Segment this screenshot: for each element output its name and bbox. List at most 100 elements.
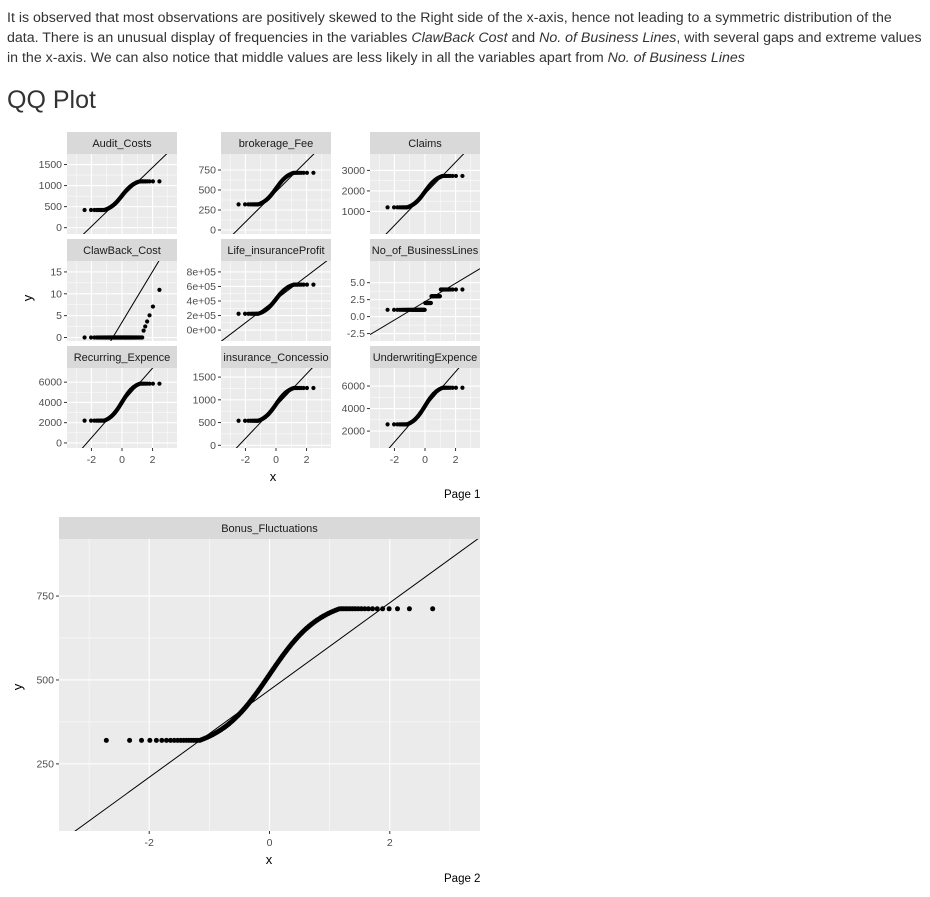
facet-strip <box>67 132 177 154</box>
y-tick-label: 1000 <box>342 206 366 218</box>
y-tick-label: 10 <box>50 288 62 300</box>
qq-point <box>386 606 392 612</box>
y-tick-label: 0 <box>210 440 216 452</box>
qq-point <box>103 737 109 743</box>
y-tick-label: 6000 <box>342 381 366 393</box>
qq-point <box>460 385 465 390</box>
qq-point <box>406 606 412 612</box>
y-tick-label: 750 <box>36 591 54 603</box>
qq-point <box>147 179 152 184</box>
facet-strip-label: Life_insuranceProfit <box>227 245 324 257</box>
intro-em-business-lines-2: No. of Business Lines <box>607 50 745 66</box>
qq-point <box>428 300 433 306</box>
y-axis-title: y <box>20 294 35 301</box>
x-tick-label: 0 <box>119 454 125 466</box>
y-tick-label: 4000 <box>39 397 63 409</box>
y-tick-label: 6e+05 <box>187 281 217 293</box>
y-tick-label: 500 <box>36 674 54 686</box>
qq-point <box>147 381 152 386</box>
x-tick-label: -2 <box>145 837 154 849</box>
qq-point <box>141 328 146 333</box>
facet-strip-label: No_of_BusinessLines <box>372 245 479 257</box>
qq-point <box>153 737 159 743</box>
y-tick-label: 8e+05 <box>187 266 217 278</box>
facet-strip-label: Audit_Costs <box>92 138 152 150</box>
facet-strip <box>221 132 331 154</box>
y-tick-label: 250 <box>198 205 216 217</box>
qq-point <box>139 737 145 743</box>
qq-point <box>453 287 459 292</box>
facet-strip <box>221 346 331 368</box>
qq-points <box>385 287 465 312</box>
qq-point <box>157 381 162 386</box>
qq-point <box>159 737 165 743</box>
qq-point <box>150 304 156 309</box>
qq-point <box>391 205 397 210</box>
qq-points <box>82 179 162 213</box>
qq-point <box>453 385 459 390</box>
facet-strip-label: Claims <box>408 138 442 150</box>
facet-panel-4: 0e+00 2e+05 4e+05 6e+05 8e+05 <box>187 261 331 341</box>
facet-strip <box>370 132 480 154</box>
y-tick-label: 2.5 <box>350 294 365 306</box>
qq-point <box>242 418 248 423</box>
y-tick-label: 1000 <box>193 394 217 406</box>
qq-point <box>380 606 386 612</box>
intro-em-clawback: ClawBack Cost <box>411 30 508 46</box>
y-tick-label: 0 <box>210 225 216 237</box>
section-title: QQ Plot <box>7 86 96 114</box>
facet-strip <box>67 239 177 261</box>
x-tick-label: 0 <box>422 454 428 466</box>
qq-point <box>88 335 94 340</box>
qq-point <box>82 335 87 340</box>
qq-points <box>385 385 465 427</box>
intro-text-1: It is observed that most observations ar… <box>7 10 892 46</box>
x-tick-label: -2 <box>390 454 399 466</box>
qq-points <box>236 282 316 316</box>
y-tick-label: 0e+00 <box>187 325 217 337</box>
y-tick-label: 500 <box>198 417 216 429</box>
qq-points <box>103 606 436 743</box>
qq-point <box>147 737 153 743</box>
qq-point <box>430 606 436 612</box>
qq-point <box>453 173 459 179</box>
x-tick-label: 0 <box>273 454 279 466</box>
y-tick-label: 2000 <box>342 426 366 438</box>
facet-strip <box>67 346 177 368</box>
facet-panel-8: 2000 4000 6000 -2 0 2 <box>342 368 480 466</box>
y-tick-label: 250 <box>36 758 54 770</box>
qq-point <box>140 335 145 340</box>
qq-point <box>236 311 241 316</box>
qq-points <box>236 170 316 207</box>
x-tick-label: 0 <box>267 837 273 849</box>
qq-point <box>450 173 455 179</box>
qq-point <box>385 422 390 427</box>
facet-strip-label: Recurring_Expence <box>74 352 171 364</box>
qq-point <box>385 307 390 312</box>
qq-point <box>163 737 169 743</box>
facet-strip-label: Bonus_Fluctuations <box>221 523 318 535</box>
qq-reference-line <box>74 539 479 831</box>
qq-facet-chart: Audit_Costs050010001500brokerage_Fee0250… <box>20 132 480 484</box>
qq-point <box>304 282 310 287</box>
qq-point <box>304 385 310 391</box>
qq-point <box>236 418 241 423</box>
page-1-label: Page 1 <box>444 489 481 501</box>
y-tick-label: 4e+05 <box>187 296 217 308</box>
y-tick-label: 2000 <box>39 417 63 429</box>
y-tick-label: 750 <box>198 165 216 177</box>
x-tick-label: 2 <box>387 837 393 849</box>
qq-bonus-chart: Bonus_Fluctuations 250 500 750 -2 0 2 x y <box>10 517 480 867</box>
y-tick-label: 0 <box>56 222 62 234</box>
qq-point <box>460 287 465 292</box>
qq-reference-line <box>110 261 160 341</box>
x-axis-title: x <box>266 852 273 867</box>
qq-point <box>370 606 376 612</box>
intro-text-2: and <box>507 30 540 46</box>
qq-point <box>127 737 133 743</box>
page-2-label: Page 2 <box>444 873 481 885</box>
facet-panel-7: 0 500 1000 1500 -2 0 2 <box>193 368 331 466</box>
y-tick-label: 0 <box>56 332 62 344</box>
qq-point <box>460 173 465 179</box>
y-tick-label: 1500 <box>193 372 217 384</box>
